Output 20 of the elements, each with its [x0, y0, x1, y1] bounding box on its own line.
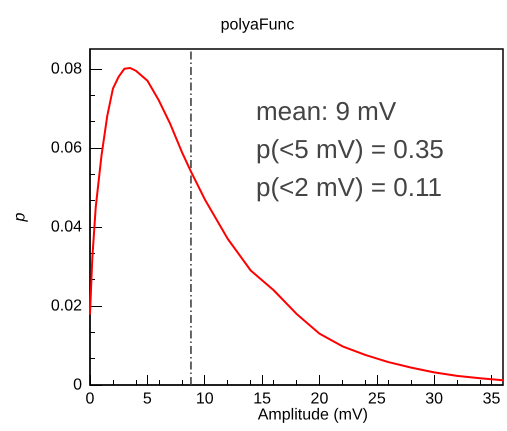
x-tick-label: 25: [368, 390, 386, 408]
y-tick-label: 0.06: [50, 139, 82, 156]
x-tick-label: 35: [482, 390, 501, 408]
y-tick-label: 0.08: [50, 60, 82, 78]
x-tick-label: 10: [196, 390, 214, 408]
y-axis-title: p: [12, 212, 28, 222]
x-tick-label: 5: [142, 390, 152, 408]
x-tick-label: 20: [310, 390, 328, 408]
annotation: mean: 9 mV: [256, 96, 397, 126]
x-tick-label: 15: [253, 390, 272, 408]
x-tick-label: 30: [425, 390, 444, 408]
y-tick-label: 0.04: [50, 218, 82, 236]
y-tick-label: 0.02: [50, 297, 82, 314]
y-tick-label: 0: [73, 376, 82, 394]
x-tick-label: 0: [86, 390, 95, 408]
line-series: [89, 66, 504, 382]
annotation: p(<5 mV) = 0.35: [256, 134, 444, 164]
annotation: p(<2 mV) = 0.11: [256, 172, 442, 202]
chart-title: polyaFunc: [220, 16, 294, 34]
x-axis-title: Amplitude (mV): [258, 406, 368, 424]
